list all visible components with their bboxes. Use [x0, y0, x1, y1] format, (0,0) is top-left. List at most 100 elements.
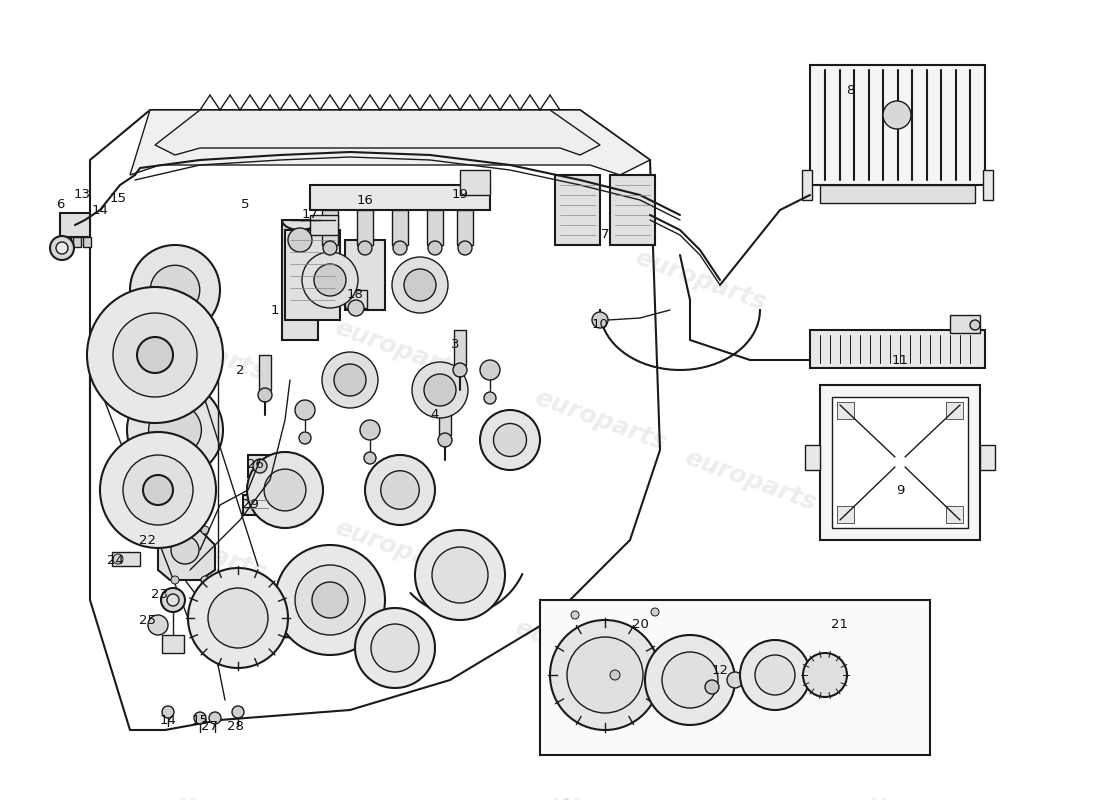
Bar	[946, 402, 962, 419]
Circle shape	[87, 287, 223, 423]
Bar	[454, 330, 466, 365]
Circle shape	[201, 576, 209, 584]
Circle shape	[50, 236, 74, 260]
Bar	[73, 237, 81, 247]
Text: europarts: europarts	[681, 445, 820, 515]
Text: 17: 17	[301, 209, 319, 222]
Circle shape	[314, 264, 346, 296]
Circle shape	[645, 635, 735, 725]
Text: 13: 13	[74, 189, 90, 202]
Circle shape	[170, 526, 179, 534]
Text: 25: 25	[140, 614, 156, 626]
Circle shape	[404, 269, 436, 301]
Circle shape	[970, 320, 980, 330]
Circle shape	[662, 652, 718, 708]
Circle shape	[288, 228, 312, 252]
Circle shape	[151, 266, 200, 314]
Circle shape	[258, 388, 272, 402]
Circle shape	[393, 241, 407, 255]
Bar	[610, 175, 654, 245]
Bar	[392, 210, 408, 245]
Circle shape	[412, 362, 468, 418]
Circle shape	[432, 547, 488, 603]
Bar	[310, 185, 490, 210]
Circle shape	[312, 582, 348, 618]
Bar	[950, 315, 980, 333]
Text: 2: 2	[235, 363, 244, 377]
Text: europarts: europarts	[510, 615, 649, 685]
Circle shape	[162, 706, 174, 718]
Circle shape	[566, 637, 644, 713]
Bar	[285, 230, 340, 320]
Bar	[310, 215, 338, 235]
Circle shape	[302, 252, 358, 308]
Text: 22: 22	[140, 534, 156, 546]
Circle shape	[126, 382, 223, 478]
Bar	[427, 210, 443, 245]
Bar	[703, 663, 720, 687]
Bar	[345, 290, 367, 308]
Text: europarts: europarts	[331, 515, 469, 585]
Circle shape	[371, 624, 419, 672]
Bar	[820, 385, 980, 540]
Text: 24: 24	[107, 554, 123, 566]
Circle shape	[348, 300, 364, 316]
Bar	[980, 445, 996, 470]
Circle shape	[494, 423, 527, 457]
Text: 26: 26	[246, 458, 263, 471]
Bar	[810, 65, 984, 185]
Circle shape	[424, 374, 456, 406]
Polygon shape	[130, 110, 650, 175]
Circle shape	[550, 620, 660, 730]
Circle shape	[610, 670, 620, 680]
Circle shape	[480, 410, 540, 470]
Circle shape	[322, 352, 378, 408]
Text: 1: 1	[271, 303, 279, 317]
Bar	[802, 170, 812, 200]
Bar	[112, 552, 140, 566]
Circle shape	[208, 588, 268, 648]
Bar	[439, 400, 451, 435]
Circle shape	[248, 452, 323, 528]
Circle shape	[123, 455, 192, 525]
Circle shape	[170, 536, 199, 564]
Circle shape	[143, 475, 173, 505]
Text: 12: 12	[712, 663, 728, 677]
Circle shape	[480, 360, 501, 380]
Text: 9: 9	[895, 483, 904, 497]
Text: 27: 27	[201, 719, 219, 733]
Bar	[248, 455, 273, 477]
Text: 20: 20	[631, 618, 648, 631]
Bar	[82, 237, 91, 247]
Circle shape	[56, 242, 68, 254]
Text: 6: 6	[56, 198, 64, 211]
Circle shape	[148, 403, 201, 456]
Bar	[456, 210, 473, 245]
Circle shape	[365, 455, 435, 525]
Bar	[540, 600, 930, 755]
Bar	[258, 355, 271, 390]
Circle shape	[364, 452, 376, 464]
Text: europarts: europarts	[631, 245, 769, 315]
Bar	[810, 330, 984, 368]
Circle shape	[360, 420, 379, 440]
Circle shape	[295, 565, 365, 635]
Text: 14: 14	[91, 203, 109, 217]
Text: 11: 11	[891, 354, 909, 366]
Bar	[805, 445, 820, 470]
Bar	[322, 210, 338, 245]
Circle shape	[358, 241, 372, 255]
Circle shape	[381, 470, 419, 510]
Circle shape	[438, 433, 452, 447]
Text: 16: 16	[356, 194, 373, 206]
Bar	[358, 210, 373, 245]
Circle shape	[232, 706, 244, 718]
Circle shape	[571, 611, 579, 619]
Circle shape	[113, 554, 123, 564]
Circle shape	[253, 459, 267, 473]
Circle shape	[705, 680, 719, 694]
Bar	[832, 397, 968, 528]
Circle shape	[209, 712, 221, 724]
Circle shape	[755, 655, 795, 695]
Text: 21: 21	[832, 618, 848, 631]
